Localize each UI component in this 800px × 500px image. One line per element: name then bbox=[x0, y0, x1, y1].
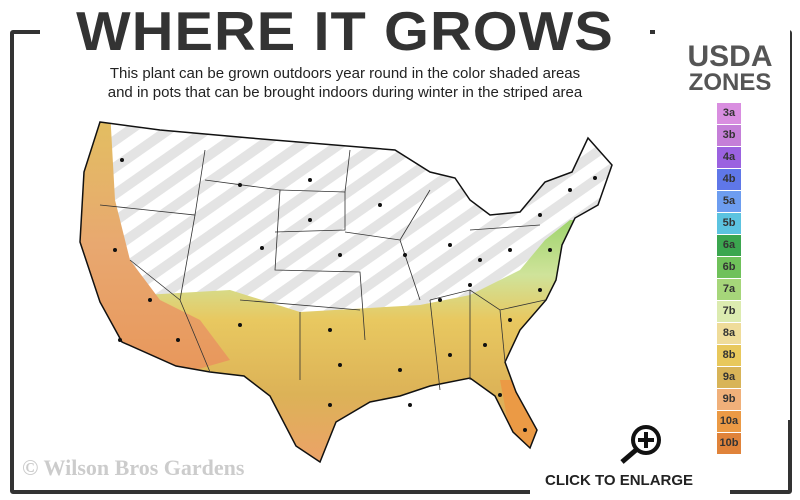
zoom-in-magnifier-icon[interactable] bbox=[618, 422, 664, 468]
legend-zone-5a: 5a bbox=[717, 191, 741, 212]
legend-title: USDA ZONES bbox=[670, 40, 790, 96]
legend-zone-9a: 9a bbox=[717, 367, 741, 388]
legend-zone-3a: 3a bbox=[717, 103, 741, 124]
legend-zone-6b: 6b bbox=[717, 257, 741, 278]
subtitle-line-1: This plant can be grown outdoors year ro… bbox=[109, 65, 581, 82]
legend-zone-8a: 8a bbox=[717, 323, 741, 344]
legend-zone-4a: 4a bbox=[717, 147, 741, 168]
legend-zone-7a: 7a bbox=[717, 279, 741, 300]
legend-zone-7b: 7b bbox=[717, 301, 741, 322]
legend-zone-10a: 10a bbox=[717, 411, 741, 432]
legend-zone-4b: 4b bbox=[717, 169, 741, 190]
legend-title-line-2: ZONES bbox=[688, 69, 772, 96]
legend-zone-5b: 5b bbox=[717, 213, 741, 234]
subtitle-line-2: and in pots that can be brought indoors … bbox=[107, 84, 583, 101]
usda-zone-legend: 3a 3b 4a 4b 5a 5b 6a 6b 7a 7b 8a 8b 9a 9b 10a 10b bbox=[717, 103, 741, 455]
state-borders bbox=[99, 149, 546, 391]
city-dots bbox=[113, 158, 597, 432]
subtitle: This plant can be grown outdoors year ro… bbox=[50, 64, 640, 102]
click-to-enlarge-button[interactable]: CLICK TO ENLARGE bbox=[545, 472, 694, 489]
page-title: WHERE IT GROWS bbox=[76, 0, 614, 62]
legend-zone-10b: 10b bbox=[717, 433, 741, 454]
copyright-watermark: © Wilson Bros Gardens bbox=[22, 455, 245, 480]
legend-zone-6a: 6a bbox=[717, 235, 741, 256]
legend-title-line-1: USDA bbox=[687, 40, 773, 73]
legend-zone-8b: 8b bbox=[717, 345, 741, 366]
legend-zone-9b: 9b bbox=[717, 389, 741, 410]
legend-zone-3b: 3b bbox=[717, 125, 741, 146]
